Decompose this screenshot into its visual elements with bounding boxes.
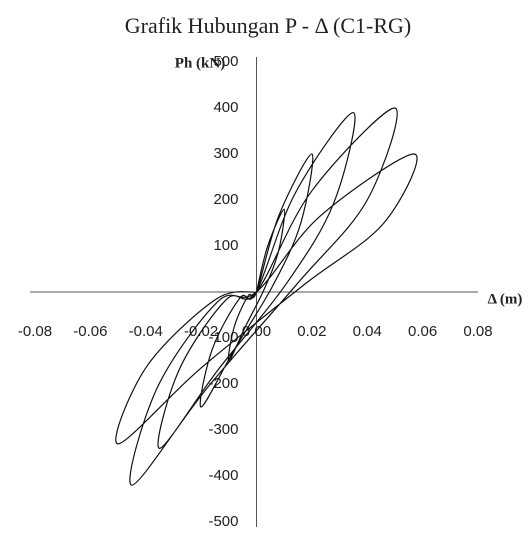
- y-tick-label: -100: [208, 329, 238, 346]
- y-tick-label: 500: [213, 53, 238, 70]
- x-tick-label: 0.04: [353, 323, 382, 340]
- x-tick-label: -0.06: [73, 323, 107, 340]
- x-tick-label: 0.06: [408, 323, 437, 340]
- x-axis-label: Δ (m): [488, 291, 523, 307]
- x-tick-label: -0.04: [129, 323, 163, 340]
- y-tick-label: 400: [213, 99, 238, 116]
- y-tick-label: 300: [213, 145, 238, 162]
- y-tick-label: -200: [208, 375, 238, 392]
- y-tick-label: -500: [208, 513, 238, 530]
- y-axis-label: Ph (kN): [175, 55, 225, 71]
- y-tick-label: -300: [208, 421, 238, 438]
- hysteresis-curve: [115, 107, 418, 486]
- y-tick-label: -400: [208, 467, 238, 484]
- x-tick-label: 0.00: [242, 323, 271, 340]
- x-tick-label: 0.02: [297, 323, 326, 340]
- y-tick-label: 200: [213, 191, 238, 208]
- y-tick-label: 100: [213, 237, 238, 254]
- x-tick-label: -0.08: [18, 323, 52, 340]
- x-tick-label: 0.08: [463, 323, 492, 340]
- chart-title: Grafik Hubungan P - Δ (C1-RG): [125, 13, 411, 38]
